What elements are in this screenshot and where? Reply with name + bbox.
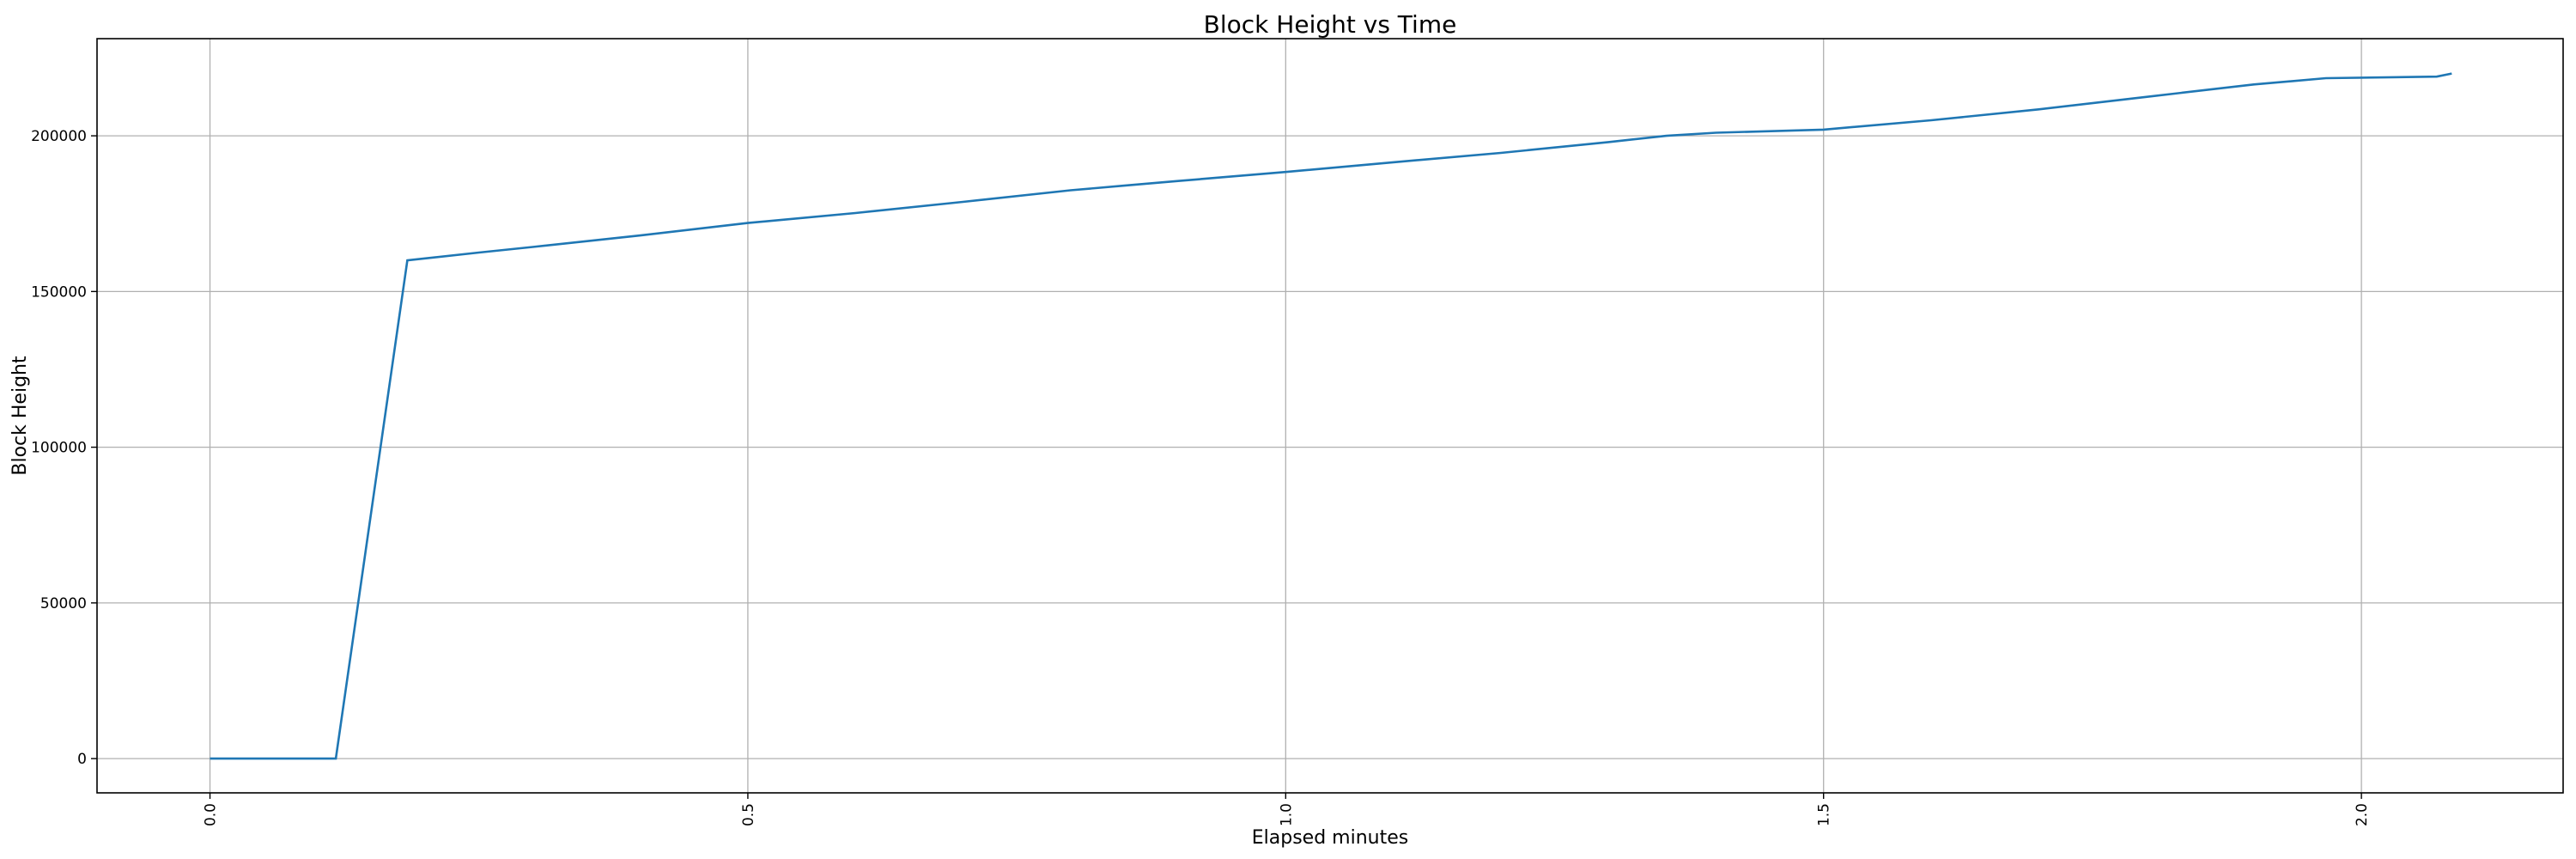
x-tick-label: 0.5 (740, 803, 757, 826)
grid (97, 39, 2563, 793)
series-line (210, 72, 2452, 760)
chart-title: Block Height vs Time (1204, 10, 1457, 39)
x-tick-label: 0.0 (203, 803, 220, 826)
plot-frame (96, 38, 2564, 794)
ticks: 0.0 0.5 1.0 1.5 2.0 0 50000 100000 150000 200000 (31, 128, 2371, 826)
y-tick-label: 50000 (40, 595, 87, 612)
y-tick-label: 150000 (31, 283, 87, 301)
y-tick-label: 200000 (31, 128, 87, 145)
x-tick-label: 1.0 (1278, 803, 1295, 826)
y-axis-label: Block Height (9, 356, 31, 476)
y-tick-label: 100000 (31, 440, 87, 457)
x-tick-label: 1.5 (1816, 803, 1833, 826)
y-tick-label: 0 (77, 751, 87, 768)
x-tick-label: 2.0 (2354, 803, 2371, 826)
x-axis-label: Elapsed minutes (1252, 827, 1408, 849)
